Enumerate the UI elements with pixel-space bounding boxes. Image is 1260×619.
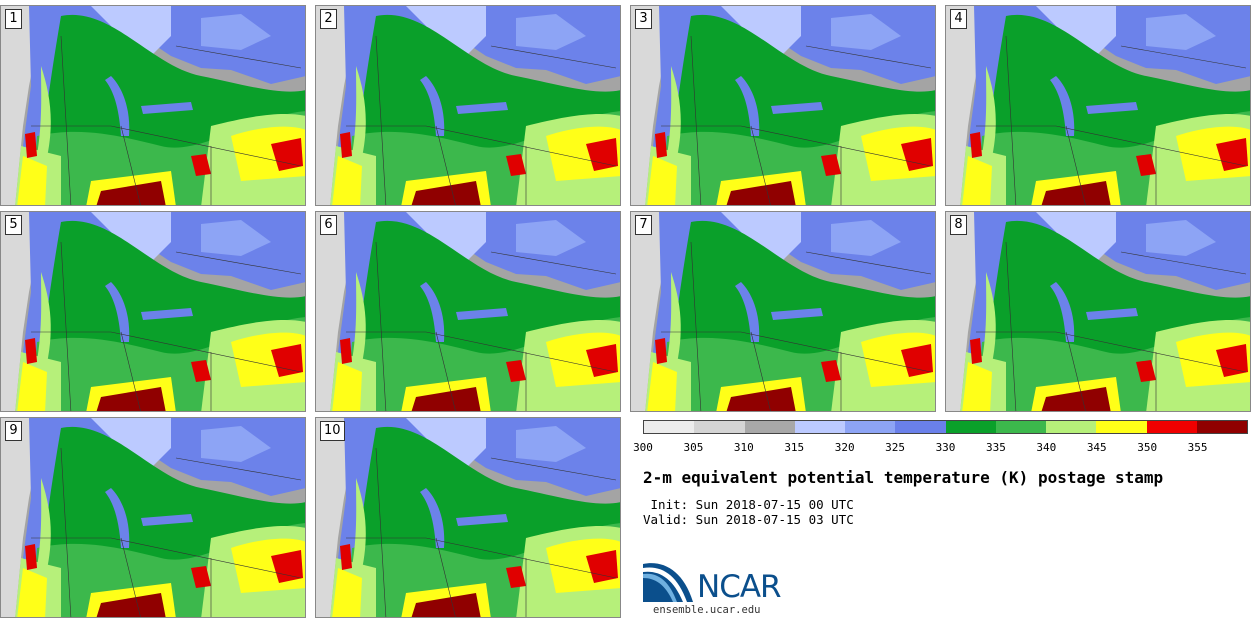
ensemble-url: ensemble.ucar.edu — [653, 604, 761, 616]
postage-stamp-panel-10: 10 — [315, 417, 621, 618]
colorbar-bin — [694, 421, 745, 433]
equivalent-potential-temperature-map — [631, 6, 935, 205]
colorbar-tick-label: 340 — [1036, 441, 1057, 454]
init-time: Init: Sun 2018-07-15 00 UTC — [643, 497, 854, 512]
equivalent-potential-temperature-map — [946, 6, 1250, 205]
member-number: 3 — [635, 9, 652, 29]
colorbar-tick-label: 345 — [1086, 441, 1107, 454]
colorbar-tick-label: 300 — [633, 441, 653, 454]
colorbar-tick-label: 310 — [733, 441, 754, 454]
colorbar-bin — [794, 421, 845, 433]
colorbar-bin — [1196, 421, 1247, 433]
map-title: 2-m equivalent potential temperature (K)… — [643, 468, 1164, 487]
colorbar-tick-label: 330 — [935, 441, 956, 454]
postage-stamp-panel-2: 2 — [315, 5, 621, 206]
member-number: 9 — [5, 421, 22, 441]
colorbar-bin — [1146, 421, 1197, 433]
member-number: 1 — [5, 9, 22, 29]
postage-stamp-panel-7: 7 — [630, 211, 936, 412]
colorbar-tick-label: 335 — [985, 441, 1006, 454]
member-number: 4 — [950, 9, 967, 29]
colorbar-bin — [1096, 421, 1147, 433]
colorbar-tick-label: 315 — [784, 441, 805, 454]
equivalent-potential-temperature-map — [1, 418, 305, 617]
postage-stamp-panel-6: 6 — [315, 211, 621, 412]
equivalent-potential-temperature-map — [316, 212, 620, 411]
member-number: 2 — [320, 9, 337, 29]
colorbar-bin — [895, 421, 946, 433]
colorbar-bin — [744, 421, 795, 433]
equivalent-potential-temperature-map — [1, 212, 305, 411]
colorbar-tick-label: 355 — [1187, 441, 1208, 454]
colorbar-bin — [995, 421, 1046, 433]
colorbar — [643, 420, 1248, 434]
colorbar-bin — [845, 421, 896, 433]
postage-stamp-panel-8: 8 — [945, 211, 1251, 412]
equivalent-potential-temperature-map — [1, 6, 305, 205]
postage-stamp-panel-3: 3 — [630, 5, 936, 206]
member-number: 6 — [320, 215, 337, 235]
equivalent-potential-temperature-map — [316, 6, 620, 205]
colorbar-bin — [945, 421, 996, 433]
member-number: 10 — [320, 421, 345, 441]
postage-stamp-panel-4: 4 — [945, 5, 1251, 206]
postage-stamp-panel-9: 9 — [0, 417, 306, 618]
member-number: 5 — [5, 215, 22, 235]
postage-stamp-panel-5: 5 — [0, 211, 306, 412]
colorbar-tick-label: 320 — [834, 441, 855, 454]
equivalent-potential-temperature-map — [631, 212, 935, 411]
colorbar-tick-label: 350 — [1137, 441, 1158, 454]
colorbar-tick-labels: 300 305 310 315 320 325 330 335 340 345 350 355 — [633, 441, 1248, 455]
equivalent-potential-temperature-map — [316, 418, 620, 617]
ncar-logo-text: NCAR — [697, 569, 782, 605]
member-number: 8 — [950, 215, 967, 235]
member-number: 7 — [635, 215, 652, 235]
colorbar-bin — [1046, 421, 1097, 433]
colorbar-tick-label: 325 — [885, 441, 906, 454]
equivalent-potential-temperature-map — [946, 212, 1250, 411]
postage-stamp-panel-1: 1 — [0, 5, 306, 206]
valid-time: Valid: Sun 2018-07-15 03 UTC — [643, 512, 854, 527]
ncar-logo-icon — [643, 563, 693, 602]
colorbar-bin — [644, 421, 695, 433]
colorbar-tick-label: 305 — [683, 441, 704, 454]
